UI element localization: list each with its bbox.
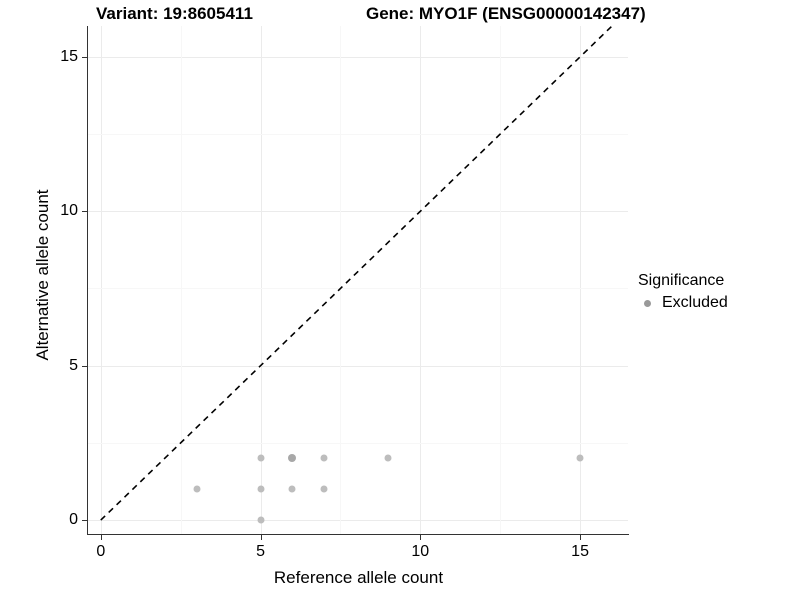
y-tick-label: 5 [69, 356, 78, 374]
scatter-point [257, 516, 265, 524]
x-tick-mark [580, 535, 582, 540]
gridline-vertical-major [420, 26, 422, 534]
gridline-horizontal-minor [88, 442, 628, 444]
scatter-point [384, 454, 392, 462]
scatter-point [576, 454, 584, 462]
scatter-point [257, 485, 265, 493]
legend-title: Significance [638, 272, 725, 289]
gridline-vertical-minor [180, 26, 182, 534]
x-tick-label: 0 [96, 543, 106, 560]
gridline-horizontal-major [88, 365, 628, 367]
y-tick-mark [82, 56, 87, 58]
y-tick-label: 10 [60, 202, 78, 220]
x-tick-label: 5 [256, 543, 265, 560]
y-tick-mark [82, 211, 87, 213]
plot-panel [88, 26, 628, 534]
gridline-vertical-minor [500, 26, 502, 534]
x-tick-mark [260, 535, 262, 540]
legend-dot-glyph [643, 299, 651, 307]
chart-title-row: Variant: 19:8605411 Gene: MYO1F (ENSG000… [0, 0, 800, 28]
y-tick-label: 0 [69, 511, 78, 529]
legend-entry[interactable]: Excluded [638, 294, 728, 312]
x-tick-label: 15 [571, 543, 589, 560]
x-axis-line [88, 534, 629, 535]
legend-entries: Excluded [638, 294, 728, 312]
scatter-point [320, 454, 328, 462]
scatter-point [288, 454, 297, 463]
scatter-point [288, 485, 296, 493]
gridline-horizontal-major [88, 520, 628, 522]
scatter-point [320, 485, 328, 493]
gridline-horizontal-minor [88, 288, 628, 290]
gridline-vertical-minor [340, 26, 342, 534]
x-tick-mark [420, 535, 422, 540]
y-axis-line [87, 26, 88, 535]
gridline-horizontal-minor [88, 134, 628, 136]
y-tick-label: 15 [60, 47, 78, 65]
x-axis-title: Reference allele count [273, 568, 444, 587]
x-tick-mark [100, 535, 102, 540]
variant-title: Variant: 19:8605411 [96, 4, 253, 23]
x-tick-label: 10 [411, 543, 430, 560]
legend: Significance Excluded [638, 272, 728, 312]
gridline-horizontal-major [88, 56, 628, 58]
legend-entry-label: Excluded [662, 294, 728, 311]
scatter-point [257, 454, 265, 462]
gene-title: Gene: MYO1F (ENSG00000142347) [366, 4, 646, 23]
legend-point-icon [638, 294, 656, 312]
gridline-vertical-major [100, 26, 102, 534]
identity-reference-line [100, 26, 614, 521]
y-axis-title: Alternative allele count [33, 189, 52, 361]
scatter-point [193, 485, 201, 493]
y-tick-mark [82, 520, 87, 522]
gridline-horizontal-major [88, 211, 628, 213]
y-tick-mark [82, 365, 87, 367]
